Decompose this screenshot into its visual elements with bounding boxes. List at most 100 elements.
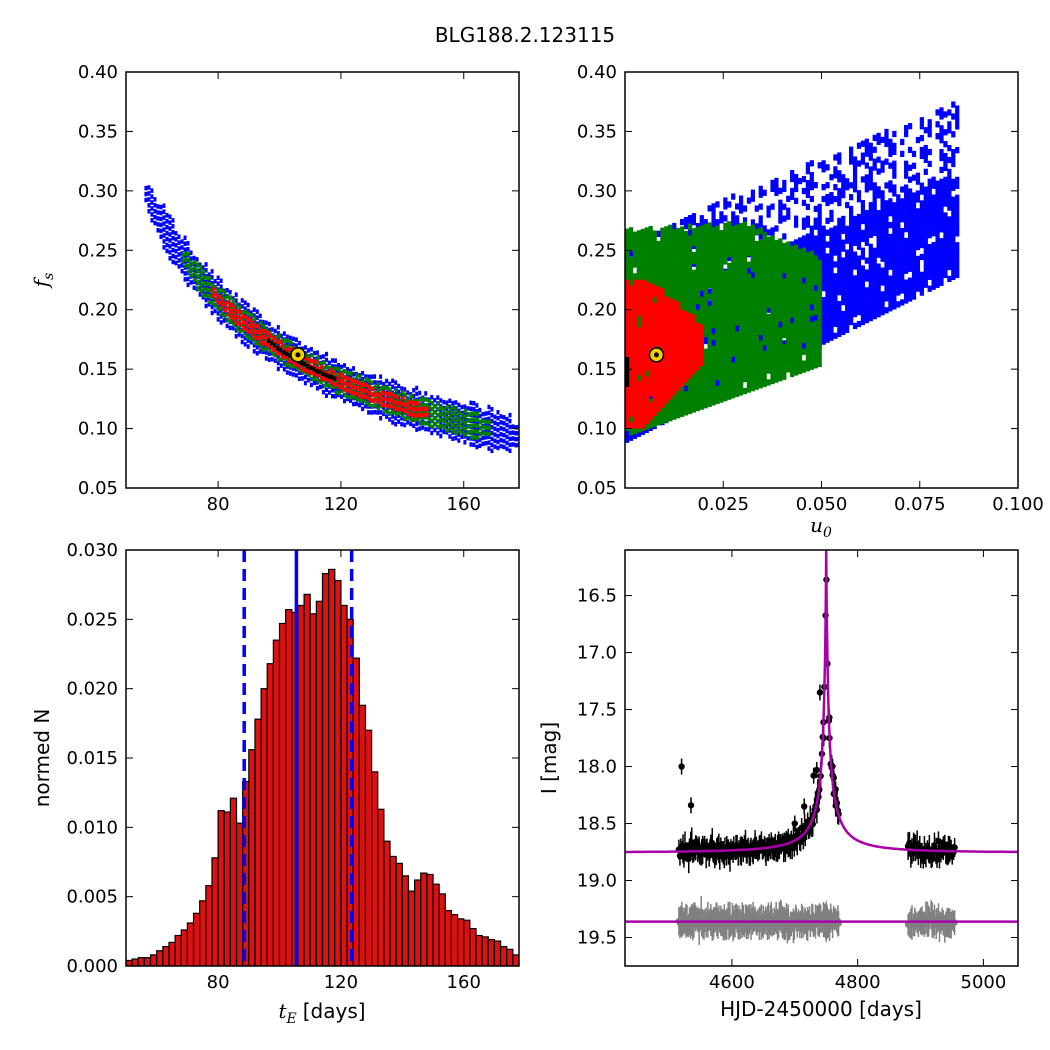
- density-cell: [742, 328, 748, 335]
- density-cell: [955, 206, 960, 213]
- density-cell: [758, 334, 763, 341]
- density-cell: [341, 379, 345, 385]
- density-cell: [746, 350, 752, 358]
- density-cell: [774, 299, 779, 306]
- density-cell: [281, 354, 285, 360]
- density-cell: [911, 233, 917, 241]
- density-cell: [766, 313, 771, 321]
- density-cell: [809, 280, 814, 287]
- density-cell: [691, 281, 697, 288]
- density-cell: [628, 250, 634, 257]
- density-cell: [322, 365, 326, 371]
- density-cell: [738, 329, 744, 337]
- density-cell: [754, 306, 759, 313]
- density-cell: [872, 313, 877, 320]
- density-cell: [927, 243, 932, 251]
- density-cell: [315, 386, 319, 391]
- density-cell: [703, 235, 708, 242]
- density-cell: [888, 198, 893, 205]
- density-cell: [636, 265, 642, 273]
- density-cell: [778, 351, 783, 358]
- density-cell: [868, 297, 873, 304]
- density-cell: [856, 225, 862, 233]
- density-cell: [628, 227, 634, 234]
- density-cell: [467, 430, 471, 435]
- density-cell: [738, 383, 744, 390]
- density-cell: [809, 322, 814, 329]
- density-cell: [640, 321, 645, 328]
- density-cell: [150, 194, 154, 199]
- density-cell: [463, 440, 467, 445]
- density-cell: [219, 290, 223, 295]
- density-cell: [849, 229, 854, 236]
- density-cell: [440, 417, 444, 423]
- density-cell: [935, 228, 940, 235]
- density-cell: [278, 351, 282, 356]
- density-cell: [790, 193, 795, 201]
- density-cell: [786, 330, 791, 337]
- density-cell: [719, 348, 724, 356]
- density-cell: [496, 439, 500, 445]
- density-cell: [868, 267, 873, 274]
- density-cell: [888, 305, 893, 312]
- density-cell: [735, 366, 740, 374]
- density-cell: [735, 236, 740, 243]
- density-cell: [727, 298, 732, 305]
- density-cell: [183, 247, 187, 252]
- density-cell: [687, 300, 693, 308]
- density-cell: [750, 349, 755, 356]
- density-cell: [683, 266, 689, 273]
- density-cell: [951, 214, 956, 221]
- density-cell: [625, 333, 630, 340]
- density-cell: [825, 336, 830, 343]
- density-cell: [955, 200, 960, 207]
- density-cell: [508, 448, 512, 454]
- density-cell: [951, 202, 956, 209]
- density-cell: [841, 263, 846, 270]
- density-cell: [750, 379, 755, 386]
- density-cell: [625, 416, 630, 423]
- density-cell: [687, 271, 693, 278]
- density-cell: [676, 287, 681, 294]
- density-cell: [864, 275, 869, 282]
- density-cell: [782, 302, 787, 309]
- density-cell: [817, 239, 822, 246]
- density-cell: [727, 346, 732, 353]
- density-cell: [165, 230, 169, 236]
- density-cell: [437, 406, 441, 412]
- density-cell: [907, 295, 913, 302]
- density-cell: [183, 271, 187, 276]
- density-cell: [415, 417, 419, 422]
- density-cell: [305, 368, 309, 373]
- density-cell: [664, 273, 669, 280]
- density-cell: [249, 340, 253, 345]
- density-cell: [244, 333, 248, 338]
- density-cell: [445, 400, 449, 405]
- density-cell: [249, 316, 253, 321]
- density-cell: [202, 281, 206, 286]
- density-cell: [625, 339, 630, 346]
- density-cell: [672, 276, 677, 284]
- density-cell: [833, 291, 838, 298]
- density-cell: [770, 360, 775, 367]
- density-cell: [632, 432, 638, 439]
- density-cell: [415, 427, 419, 432]
- density-cell: [750, 278, 755, 285]
- density-cell: [919, 230, 924, 237]
- density-cell: [754, 324, 759, 331]
- density-cell: [680, 297, 685, 305]
- density-cell: [204, 262, 208, 267]
- density-cell: [762, 238, 767, 245]
- density-cell: [939, 178, 944, 185]
- density-cell: [782, 308, 787, 315]
- density-cell: [868, 172, 873, 179]
- density-cell: [461, 412, 465, 418]
- density-cell: [884, 271, 889, 278]
- density-cell: [939, 267, 944, 275]
- density-cell: [723, 383, 728, 390]
- density-cell: [313, 376, 317, 381]
- density-cell: [508, 442, 512, 448]
- density-cell: [880, 136, 885, 144]
- density-cell: [370, 374, 374, 380]
- density-cell: [275, 339, 279, 344]
